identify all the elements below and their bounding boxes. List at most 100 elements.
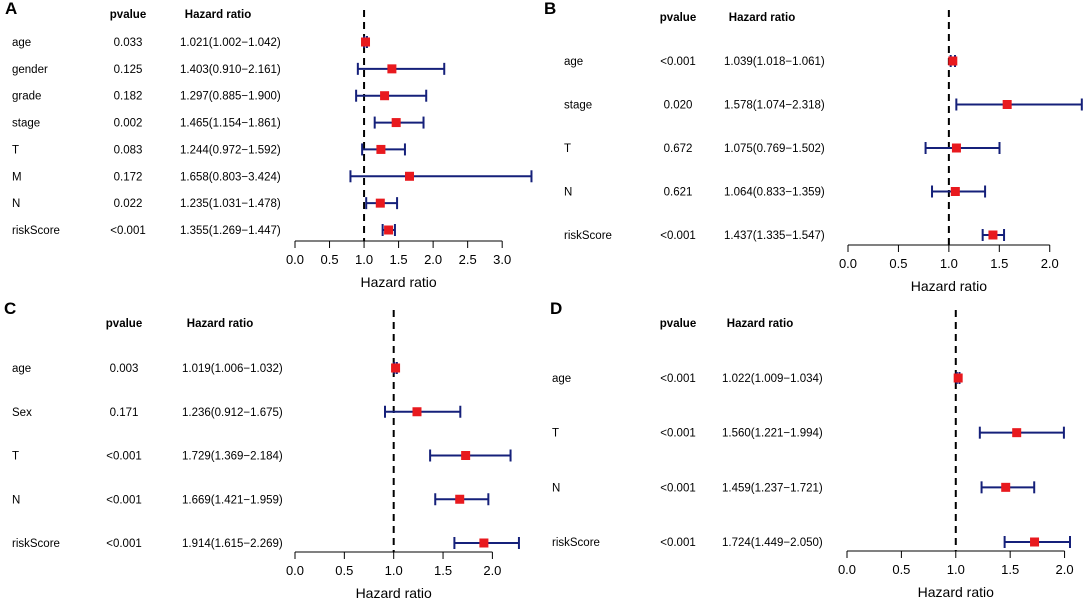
hr-point bbox=[461, 451, 471, 460]
hr-point bbox=[387, 64, 397, 74]
hr-point bbox=[1001, 482, 1011, 492]
ci-mark-age bbox=[391, 362, 401, 374]
x-tick-label: 1.5 bbox=[990, 256, 1008, 271]
hr-point bbox=[376, 144, 386, 154]
row-name-N: N bbox=[552, 482, 560, 494]
row-pvalue: <0.001 bbox=[660, 537, 696, 549]
row-hr-text: 1.244(0.972−1.592) bbox=[180, 144, 281, 156]
hr-point bbox=[988, 230, 998, 240]
row-name-T: T bbox=[12, 451, 19, 463]
hr-point bbox=[391, 363, 401, 373]
x-tick-label: 0.5 bbox=[335, 563, 353, 578]
ci-mark-T bbox=[978, 426, 1065, 439]
ci-mark-T bbox=[429, 449, 512, 462]
row-name-grade: grade bbox=[12, 91, 41, 103]
row-pvalue: <0.001 bbox=[660, 428, 696, 440]
ci-mark-riskScore bbox=[381, 224, 396, 236]
row-pvalue: <0.001 bbox=[110, 225, 146, 237]
hr-point bbox=[380, 91, 390, 101]
row-hr-text: 1.729(1.369−2.184) bbox=[182, 451, 283, 463]
x-tick-label: 0.0 bbox=[839, 256, 857, 271]
hr-point bbox=[479, 538, 489, 548]
ci-mark-N bbox=[365, 197, 399, 210]
ci-mark-Sex bbox=[384, 405, 462, 418]
row-hr-text: 1.465(1.154−1.861) bbox=[180, 118, 281, 130]
hazard-ratio-header: Hazard ratio bbox=[187, 318, 253, 330]
row-hr-text: 1.355(1.269−1.447) bbox=[180, 225, 281, 237]
row-pvalue: 0.002 bbox=[114, 118, 143, 130]
row-name-stage: stage bbox=[12, 118, 40, 130]
x-tick-label: 3.0 bbox=[493, 252, 511, 267]
x-axis-label: Hazard ratio bbox=[911, 278, 987, 294]
row-pvalue: 0.003 bbox=[110, 363, 139, 375]
panel-label: A bbox=[5, 0, 17, 18]
x-tick-label: 2.0 bbox=[483, 563, 501, 578]
row-name-riskScore: riskScore bbox=[12, 538, 60, 550]
hr-point bbox=[948, 56, 958, 66]
row-hr-text: 1.724(1.449−2.050) bbox=[722, 537, 823, 549]
row-name-gender: gender bbox=[12, 64, 48, 76]
x-axis-label: Hazard ratio bbox=[356, 585, 432, 600]
hr-point bbox=[951, 143, 961, 153]
x-tick-label: 1.5 bbox=[390, 252, 408, 267]
row-name-T: T bbox=[552, 428, 559, 440]
row-hr-text: 1.560(1.221−1.994) bbox=[722, 428, 823, 440]
row-pvalue: <0.001 bbox=[106, 494, 142, 506]
ci-mark-age bbox=[361, 36, 371, 48]
row-name-riskScore: riskScore bbox=[12, 225, 60, 237]
row-hr-text: 1.914(1.615−2.269) bbox=[182, 538, 283, 550]
panel-label: D bbox=[550, 300, 562, 318]
panel-label: B bbox=[544, 0, 556, 18]
ci-mark-age bbox=[948, 55, 958, 67]
row-pvalue: <0.001 bbox=[660, 56, 696, 68]
ci-mark-T bbox=[361, 143, 406, 156]
row-name-N: N bbox=[564, 187, 572, 199]
ci-mark-N bbox=[931, 185, 987, 198]
hr-point bbox=[361, 37, 371, 47]
row-pvalue: 0.621 bbox=[664, 187, 693, 199]
row-name-M: M bbox=[12, 171, 22, 183]
ci-mark-N bbox=[980, 481, 1036, 494]
row-hr-text: 1.658(0.803−3.424) bbox=[180, 171, 281, 183]
hazard-ratio-header: Hazard ratio bbox=[185, 9, 251, 21]
hr-point bbox=[1012, 428, 1022, 438]
x-tick-label: 1.5 bbox=[434, 563, 452, 578]
row-hr-text: 1.669(1.421−1.959) bbox=[182, 494, 283, 506]
x-axis-label: Hazard ratio bbox=[360, 274, 436, 290]
pvalue-header: pvalue bbox=[106, 318, 142, 330]
row-pvalue: 0.020 bbox=[664, 100, 693, 112]
row-pvalue: 0.171 bbox=[110, 407, 139, 419]
ci-mark-riskScore bbox=[1003, 536, 1071, 548]
hr-point bbox=[455, 494, 465, 504]
row-name-age: age bbox=[564, 56, 583, 68]
row-hr-text: 1.039(1.018−1.061) bbox=[724, 56, 825, 68]
x-tick-label: 1.0 bbox=[940, 256, 958, 271]
hr-point bbox=[405, 171, 415, 181]
row-hr-text: 1.236(0.912−1.675) bbox=[182, 407, 283, 419]
ci-mark-stage bbox=[373, 116, 425, 129]
x-tick-label: 0.5 bbox=[889, 256, 907, 271]
x-tick-label: 0.5 bbox=[320, 252, 338, 267]
x-tick-label: 1.0 bbox=[385, 563, 403, 578]
row-name-stage: stage bbox=[564, 100, 592, 112]
x-tick-label: 1.0 bbox=[355, 252, 373, 267]
row-name-N: N bbox=[12, 494, 20, 506]
x-tick-label: 0.0 bbox=[286, 252, 304, 267]
x-tick-label: 0.0 bbox=[838, 562, 856, 577]
row-pvalue: <0.001 bbox=[660, 373, 696, 385]
ci-mark-stage bbox=[955, 98, 1083, 111]
row-hr-text: 1.403(0.910−2.161) bbox=[180, 64, 281, 76]
row-name-N: N bbox=[12, 198, 20, 210]
ci-mark-riskScore bbox=[981, 229, 1006, 241]
pvalue-header: pvalue bbox=[660, 318, 696, 330]
row-name-T: T bbox=[564, 143, 571, 155]
hr-point bbox=[1030, 537, 1040, 547]
row-pvalue: 0.022 bbox=[114, 198, 143, 210]
hazard-ratio-header: Hazard ratio bbox=[727, 318, 793, 330]
row-name-age: age bbox=[552, 373, 571, 385]
